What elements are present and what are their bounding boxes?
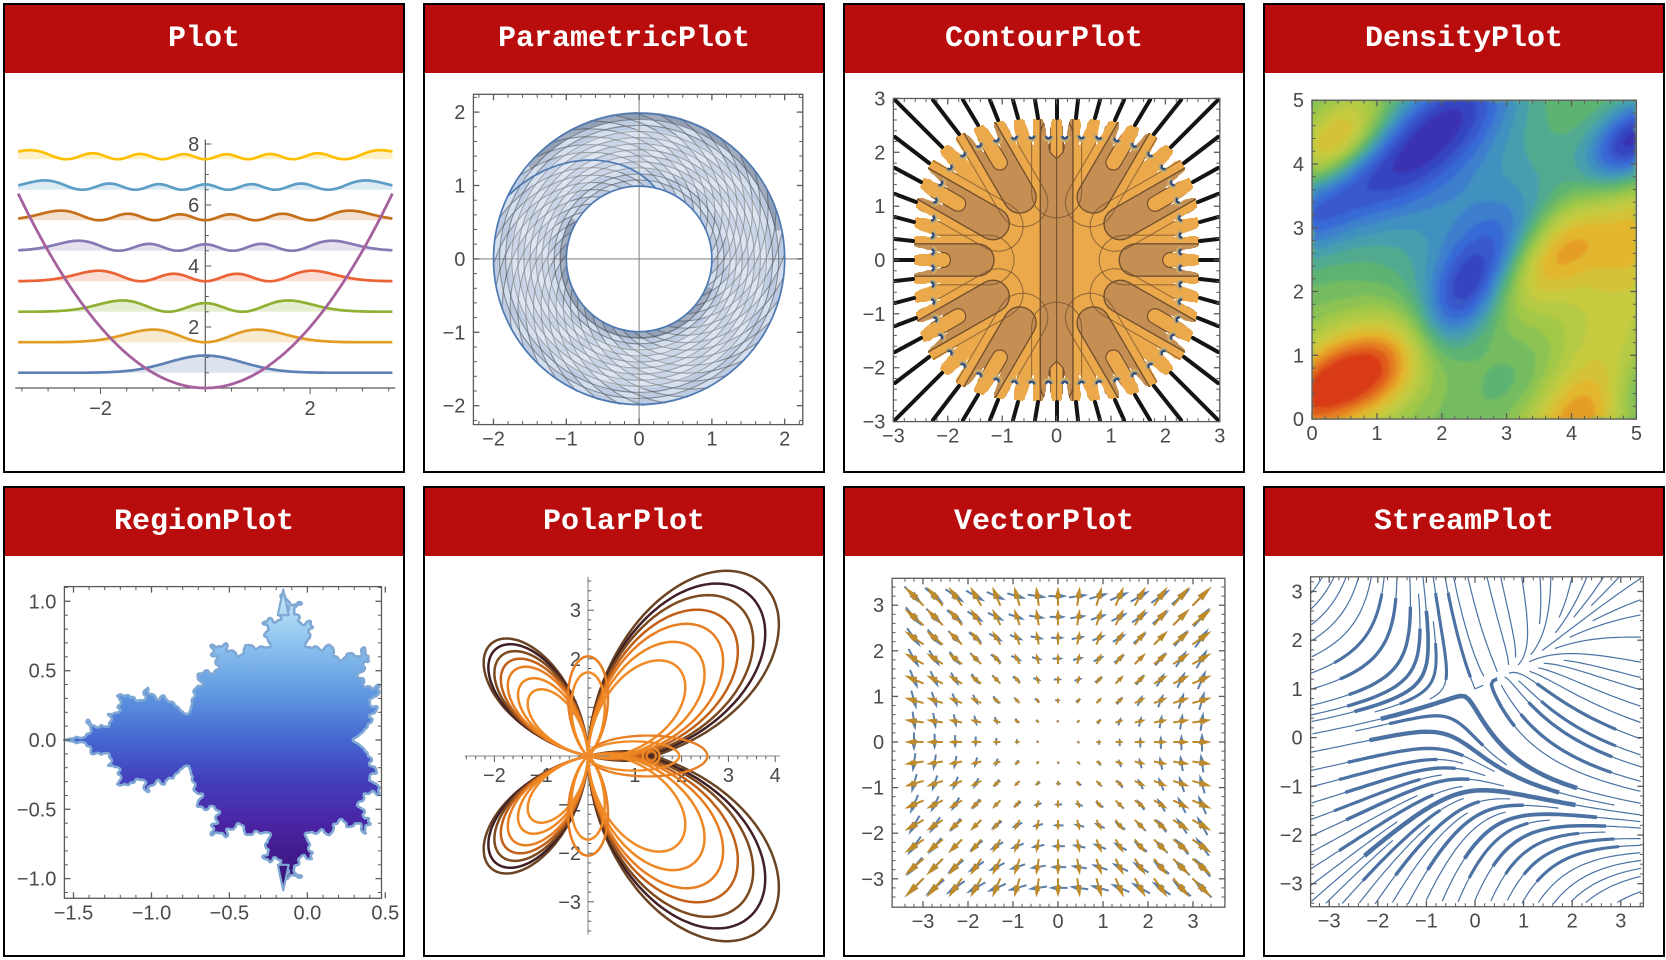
svg-text:1: 1 (1518, 911, 1529, 933)
svg-text:−3: −3 (882, 426, 905, 448)
svg-text:3: 3 (1214, 426, 1225, 448)
svg-text:0.5: 0.5 (371, 902, 399, 924)
svg-text:1: 1 (1105, 426, 1116, 448)
svg-text:−1: −1 (1002, 911, 1025, 933)
svg-text:−1: −1 (861, 778, 884, 800)
svg-text:0: 0 (454, 249, 465, 271)
svg-text:4: 4 (1566, 423, 1577, 445)
svg-text:2: 2 (305, 398, 316, 420)
svg-text:1: 1 (454, 176, 465, 198)
svg-text:1.0: 1.0 (29, 591, 57, 613)
svg-text:−2: −2 (861, 823, 884, 845)
svg-text:2: 2 (1293, 282, 1304, 304)
svg-text:0: 0 (1051, 426, 1062, 448)
svg-text:0: 0 (874, 250, 885, 272)
svg-text:−2: −2 (1366, 911, 1389, 933)
svg-text:1: 1 (873, 686, 884, 708)
svg-text:−1: −1 (1415, 911, 1438, 933)
svg-text:2: 2 (1160, 426, 1171, 448)
svg-text:−1: −1 (443, 322, 466, 344)
svg-text:3: 3 (873, 595, 884, 617)
svg-text:1: 1 (1371, 423, 1382, 445)
svg-text:−1: −1 (555, 429, 578, 451)
svg-text:2: 2 (454, 102, 465, 124)
svg-text:2: 2 (1291, 630, 1302, 652)
svg-text:4: 4 (1293, 154, 1304, 176)
svg-text:3: 3 (1293, 218, 1304, 240)
svg-text:3: 3 (874, 88, 885, 110)
svg-text:0: 0 (1306, 423, 1317, 445)
svg-text:5: 5 (1631, 423, 1642, 445)
svg-text:−1.0: −1.0 (132, 902, 171, 924)
svg-text:2: 2 (874, 142, 885, 164)
svg-text:2: 2 (570, 649, 581, 671)
svg-text:1: 1 (874, 196, 885, 218)
svg-text:3: 3 (1501, 423, 1512, 445)
svg-text:8: 8 (188, 134, 199, 156)
svg-text:−0.5: −0.5 (17, 799, 56, 821)
svg-text:0: 0 (634, 429, 645, 451)
svg-text:−3: −3 (558, 892, 581, 914)
svg-text:0.0: 0.0 (29, 730, 57, 752)
svg-text:5: 5 (1293, 90, 1304, 112)
svg-text:−3: −3 (912, 911, 935, 933)
svg-text:1: 1 (1291, 679, 1302, 701)
svg-text:−3: −3 (863, 412, 886, 434)
svg-text:−2: −2 (936, 426, 959, 448)
svg-text:1: 1 (706, 429, 717, 451)
svg-text:2: 2 (1567, 911, 1578, 933)
svg-text:−2: −2 (1280, 825, 1303, 847)
svg-text:−1.0: −1.0 (17, 869, 56, 891)
svg-text:2: 2 (1142, 911, 1153, 933)
svg-text:−2: −2 (863, 358, 886, 380)
svg-text:3: 3 (1615, 911, 1626, 933)
svg-text:3: 3 (570, 600, 581, 622)
svg-text:−0.5: −0.5 (210, 902, 249, 924)
svg-text:−3: −3 (1318, 911, 1341, 933)
svg-text:0: 0 (1052, 911, 1063, 933)
svg-text:0: 0 (1469, 911, 1480, 933)
svg-text:2: 2 (873, 641, 884, 663)
svg-text:0: 0 (1291, 728, 1302, 750)
svg-text:3: 3 (723, 765, 734, 787)
svg-text:3: 3 (1187, 911, 1198, 933)
svg-text:−1: −1 (863, 304, 886, 326)
svg-text:0: 0 (1293, 409, 1304, 431)
svg-text:2: 2 (1436, 423, 1447, 445)
svg-text:−2: −2 (483, 765, 506, 787)
svg-text:4: 4 (770, 765, 781, 787)
svg-text:−1: −1 (1280, 776, 1303, 798)
svg-text:0: 0 (873, 732, 884, 754)
svg-text:4: 4 (188, 256, 199, 278)
svg-text:−1: −1 (991, 426, 1014, 448)
svg-text:−2: −2 (558, 843, 581, 865)
svg-text:2: 2 (188, 317, 199, 339)
svg-text:−3: −3 (1280, 874, 1303, 896)
svg-text:0.5: 0.5 (29, 661, 57, 683)
svg-text:1: 1 (1097, 911, 1108, 933)
svg-text:−1.5: −1.5 (54, 902, 93, 924)
svg-text:−2: −2 (89, 398, 112, 420)
svg-text:0.0: 0.0 (293, 902, 321, 924)
svg-text:1: 1 (1293, 345, 1304, 367)
svg-text:−2: −2 (482, 429, 505, 451)
svg-text:−2: −2 (957, 911, 980, 933)
svg-text:3: 3 (1291, 582, 1302, 604)
svg-text:−3: −3 (861, 869, 884, 891)
svg-text:−2: −2 (443, 396, 466, 418)
svg-text:2: 2 (779, 429, 790, 451)
svg-text:6: 6 (188, 195, 199, 217)
